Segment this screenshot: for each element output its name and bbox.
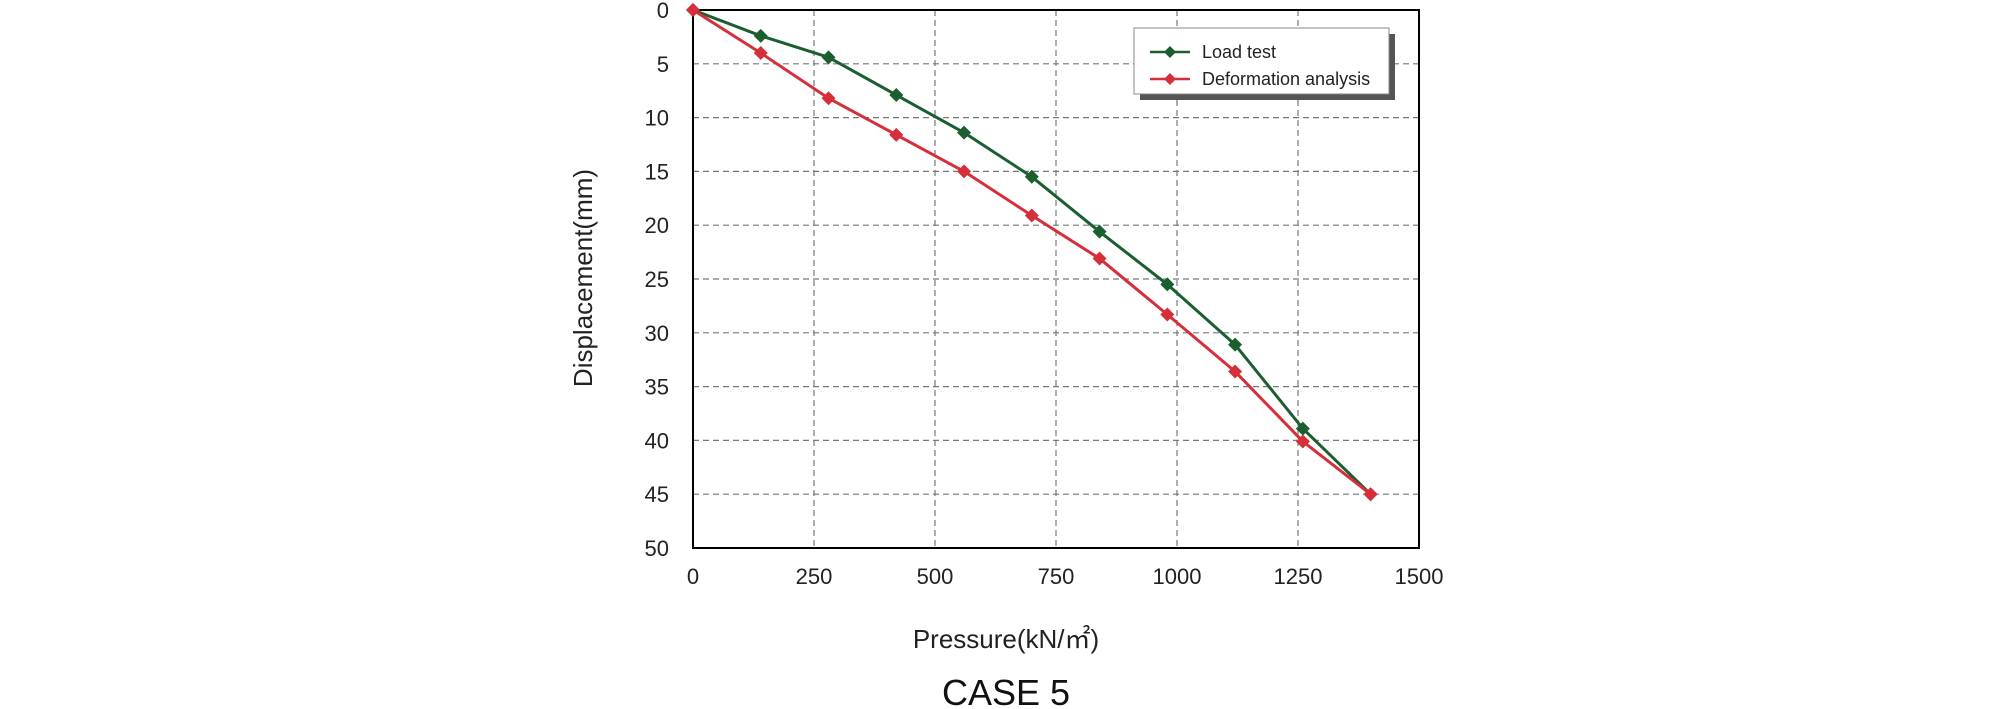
data-point	[1160, 307, 1175, 322]
series-lines	[686, 3, 1378, 502]
y-tick-label: 35	[645, 375, 669, 400]
data-point	[1295, 421, 1310, 436]
data-point	[753, 28, 768, 43]
data-point	[889, 127, 904, 142]
chart-caption: CASE 5	[942, 672, 1070, 709]
data-point	[1092, 251, 1107, 266]
y-tick-label: 5	[657, 52, 669, 77]
y-tick-label: 10	[645, 106, 669, 131]
y-axis-ticks: 0 5 10 15 20 25 30 35 40 45 50	[645, 0, 669, 561]
y-tick-label: 25	[645, 267, 669, 292]
y-tick-label: 45	[645, 482, 669, 507]
y-tick-label: 20	[645, 213, 669, 238]
legend-label: Deformation analysis	[1202, 69, 1370, 89]
data-point	[1024, 208, 1039, 223]
data-point	[1228, 337, 1243, 352]
y-axis-title: Displacement(mm)	[568, 169, 598, 387]
x-tick-label: 1250	[1274, 564, 1323, 589]
data-point	[1228, 364, 1243, 379]
data-point	[957, 125, 972, 140]
y-tick-label: 0	[657, 0, 669, 23]
legend-marker	[1164, 46, 1176, 58]
data-point	[821, 50, 836, 65]
legend: Load test Deformation analysis	[1133, 27, 1395, 100]
legend-label: Load test	[1202, 42, 1276, 62]
y-tick-label: 50	[645, 536, 669, 561]
data-point	[821, 91, 836, 106]
x-tick-label: 1500	[1395, 564, 1444, 589]
series-1	[686, 3, 1378, 502]
y-tick-label: 30	[645, 321, 669, 346]
x-tick-label: 750	[1038, 564, 1075, 589]
data-point	[686, 3, 700, 17]
legend-box	[1133, 27, 1390, 95]
data-point	[1024, 169, 1039, 184]
x-tick-label: 1000	[1153, 564, 1202, 589]
grid-lines	[693, 10, 1419, 548]
data-point	[957, 164, 972, 179]
y-tick-label: 15	[645, 159, 669, 184]
data-point	[1295, 434, 1310, 449]
x-tick-label: 0	[687, 564, 699, 589]
plot-area-border	[692, 9, 1420, 549]
x-axis-ticks: 0 250 500 750 1000 1250 1500	[687, 564, 1444, 589]
x-tick-label: 250	[796, 564, 833, 589]
data-point	[753, 46, 768, 61]
data-point	[1363, 487, 1378, 502]
x-tick-label: 500	[917, 564, 954, 589]
y-tick-label: 40	[645, 428, 669, 453]
data-point	[1092, 224, 1107, 239]
data-point	[889, 88, 904, 103]
legend-marker	[1164, 73, 1176, 85]
data-point	[1160, 277, 1175, 292]
x-axis-title: Pressure(kN/㎡)	[913, 624, 1099, 654]
